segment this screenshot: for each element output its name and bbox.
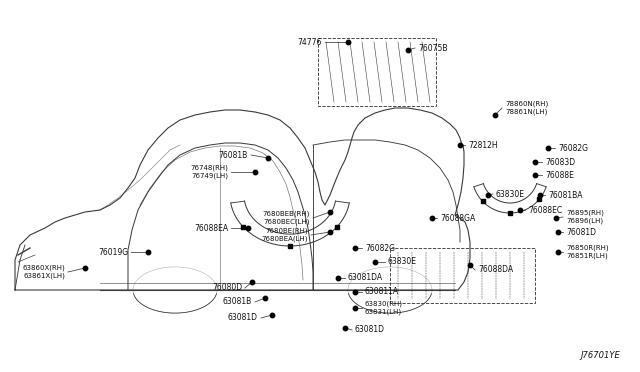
Text: 63081D: 63081D: [355, 326, 385, 334]
Text: 76080D: 76080D: [212, 283, 242, 292]
Text: 76088E: 76088E: [545, 170, 574, 180]
Bar: [390, 248, 535, 303]
Text: 63081DA: 63081DA: [348, 273, 383, 282]
Text: 76019G: 76019G: [98, 247, 128, 257]
Text: 63830(RH)
63831(LH): 63830(RH) 63831(LH): [365, 301, 403, 315]
Text: 63081B: 63081B: [223, 298, 252, 307]
Text: 76083D: 76083D: [545, 157, 575, 167]
Text: 76082G: 76082G: [558, 144, 588, 153]
Bar: [318, 38, 436, 106]
Text: 63860X(RH)
63861X(LH): 63860X(RH) 63861X(LH): [22, 265, 65, 279]
Text: 76748(RH)
76749(LH): 76748(RH) 76749(LH): [190, 165, 228, 179]
Text: 76081D: 76081D: [566, 228, 596, 237]
Text: J76701YE: J76701YE: [580, 351, 620, 360]
Text: 76895(RH)
76896(LH): 76895(RH) 76896(LH): [566, 210, 604, 224]
Text: 76088DA: 76088DA: [478, 266, 513, 275]
Text: 76088GA: 76088GA: [440, 214, 476, 222]
Text: 76075B: 76075B: [418, 44, 447, 52]
Text: 76088EA: 76088EA: [194, 224, 228, 232]
Text: 78860N(RH)
78861N(LH): 78860N(RH) 78861N(LH): [505, 101, 548, 115]
Text: 63830E: 63830E: [496, 189, 525, 199]
Text: 76088EC: 76088EC: [528, 205, 562, 215]
Text: 74776: 74776: [298, 38, 322, 46]
Text: 72812H: 72812H: [468, 141, 498, 150]
Text: 76081BA: 76081BA: [548, 190, 582, 199]
Text: 630811A: 630811A: [365, 288, 399, 296]
Text: 7680BEB(RH)
7680BEC(LH): 7680BEB(RH) 7680BEC(LH): [262, 211, 310, 225]
Text: 63081D: 63081D: [228, 314, 258, 323]
Text: 63830E: 63830E: [388, 257, 417, 266]
Text: 76081B: 76081B: [219, 151, 248, 160]
Text: 76850R(RH)
76851R(LH): 76850R(RH) 76851R(LH): [566, 245, 609, 259]
Text: 7680BE(RH)
7680BEA(LH): 7680BE(RH) 7680BEA(LH): [262, 228, 308, 242]
Text: 76082G: 76082G: [365, 244, 395, 253]
